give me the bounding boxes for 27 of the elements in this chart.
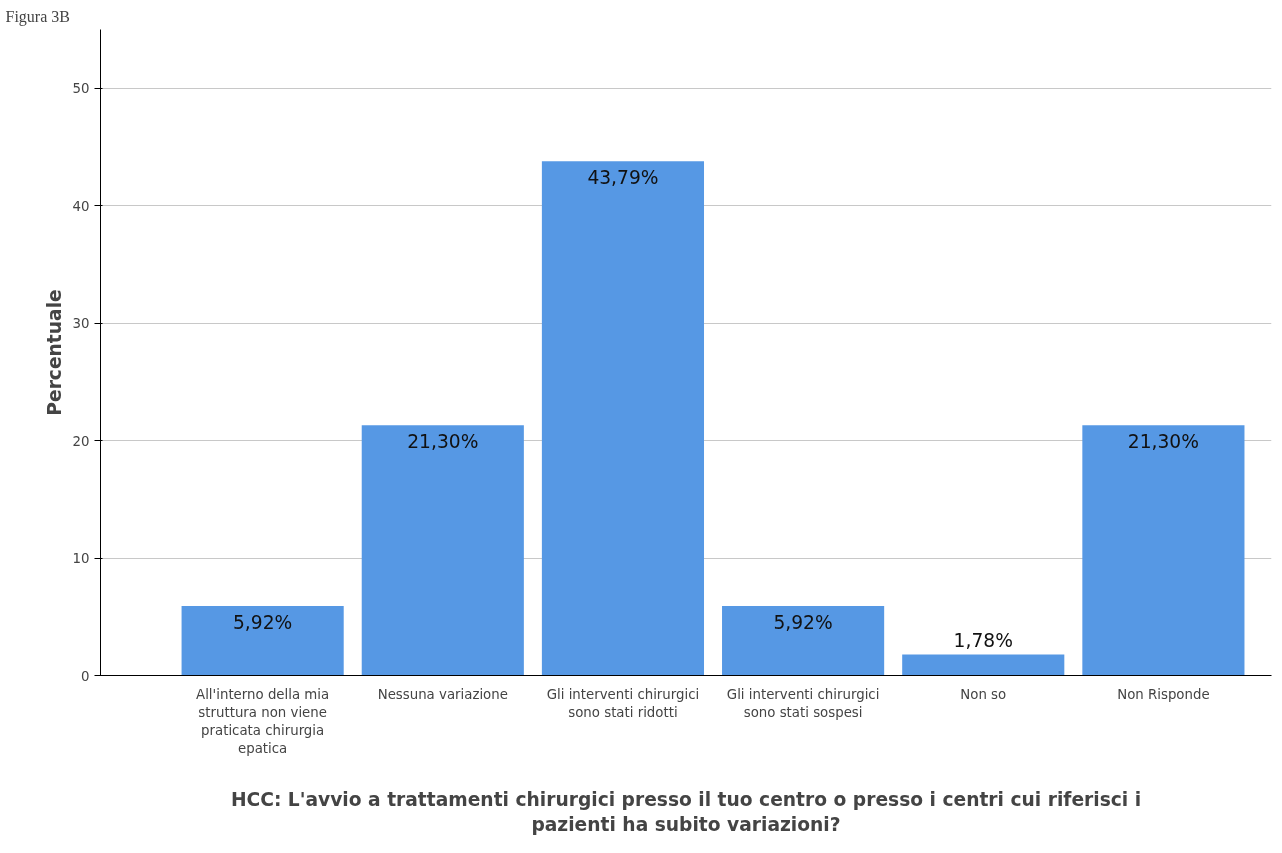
y-tick-label: 10 — [72, 551, 90, 567]
x-tick-label: All'interno della mia struttura non viene praticata chirurgia epatica — [196, 686, 330, 756]
bar — [361, 425, 524, 676]
bar — [1082, 425, 1245, 676]
data-label: 5,92% — [773, 611, 833, 633]
y-tick-label: 20 — [72, 433, 90, 449]
text: Figura 3B — [5, 7, 70, 26]
data-label: 43,79% — [587, 167, 659, 189]
data-label: 21,30% — [407, 431, 479, 453]
data-label: 1,78% — [953, 629, 1013, 651]
y-tick-label: 40 — [72, 198, 90, 214]
x-axis-title: HCC: L'avvio a trattamenti chirurgici presso il tuo centro o presso i centri cui riferisci i pazienti ha subito variazioni? — [230, 788, 1142, 835]
data-label: 5,92% — [233, 611, 293, 633]
x-tick-label: Gli interventi chirurgici sono stati ridotti — [546, 686, 700, 720]
x-tick-label: Nessuna variazione — [377, 686, 508, 702]
y-tick-label: 50 — [72, 81, 90, 97]
bar — [181, 605, 344, 676]
y-axis-title: Percentuale — [43, 289, 65, 416]
bar — [902, 654, 1065, 676]
data-label: 21,30% — [1127, 431, 1199, 453]
y-tick-label: 0 — [81, 668, 90, 684]
x-tick-label: Gli interventi chirurgici sono stati sospesi — [726, 686, 880, 720]
x-tick-label: Non Risponde — [1117, 686, 1210, 702]
bar — [541, 161, 705, 676]
x-tick-label: Non so — [960, 686, 1007, 702]
y-tick-label: 30 — [72, 316, 90, 332]
bar — [722, 605, 885, 676]
